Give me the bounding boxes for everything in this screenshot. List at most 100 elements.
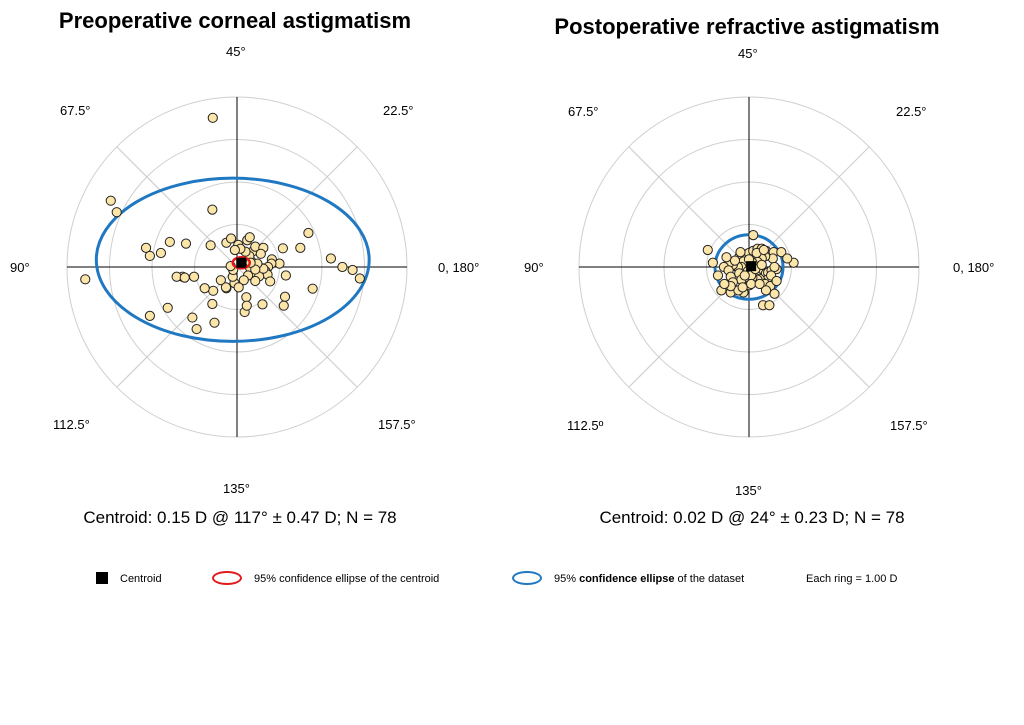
chart-title-preoperative: Preoperative corneal astigmatism — [58, 8, 412, 33]
data-point — [782, 253, 793, 264]
angle-label-45: 45° — [738, 46, 758, 61]
legend-item-dataset-ellipse: 95% confidence ellipse of the dataset — [512, 570, 744, 588]
data-point — [241, 300, 252, 311]
data-point — [769, 288, 780, 299]
data-point — [764, 300, 775, 311]
data-point — [257, 299, 268, 310]
centroid-square-icon — [96, 572, 108, 584]
data-point — [215, 275, 226, 286]
data-point — [756, 259, 767, 270]
data-point — [199, 283, 210, 294]
legend: Centroid 95% confidence ellipse of the c… — [0, 570, 1024, 590]
data-point — [265, 276, 276, 287]
data-point — [771, 275, 782, 287]
angle-label-157-5: 157.5° — [378, 417, 416, 432]
angle-label-67-5: 67.5° — [568, 104, 599, 119]
data-point — [188, 271, 200, 282]
data-point — [354, 273, 365, 284]
angle-label-90: 90° — [10, 260, 30, 275]
polar-plot-postoperative — [578, 96, 920, 438]
data-point — [207, 298, 218, 310]
centroid-marker — [746, 261, 757, 272]
centroid-marker — [236, 257, 247, 268]
legend-label-dataset-ellipse-pre: 95% — [554, 573, 577, 585]
data-point — [244, 232, 255, 243]
angle-label-112-5: 112.5° — [53, 417, 90, 432]
data-point — [207, 112, 218, 123]
data-point — [187, 312, 198, 323]
data-point — [209, 317, 220, 328]
data-point — [144, 250, 155, 262]
data-point — [162, 302, 173, 313]
data-point — [719, 278, 730, 290]
polar-plot-preoperative — [66, 96, 408, 438]
legend-item-centroid-ellipse: 95% confidence ellipse of the centroid — [212, 570, 439, 588]
angle-label-112-5: 112.5º — [567, 418, 604, 433]
data-point — [208, 285, 219, 296]
data-point — [735, 247, 746, 258]
data-point — [758, 244, 769, 256]
data-point — [111, 207, 122, 218]
data-point — [155, 247, 167, 259]
data-point — [238, 275, 249, 286]
angle-label-45: 45° — [226, 44, 246, 59]
data-point — [295, 242, 306, 253]
data-point — [105, 195, 116, 206]
angle-label-0-180: 0, 180° — [438, 260, 480, 275]
data-point — [739, 270, 750, 281]
data-point — [277, 243, 288, 254]
data-point — [205, 240, 216, 251]
data-point — [255, 248, 266, 259]
data-point — [233, 282, 244, 293]
legend-label-centroid-ellipse: 95% confidence ellipse of the centroid — [254, 573, 440, 585]
legend-label-dataset-ellipse-post: of the dataset — [677, 573, 745, 585]
angle-label-135: 135° — [223, 481, 250, 496]
angle-label-22-5: 22.5° — [383, 103, 414, 118]
data-point — [80, 274, 91, 285]
data-point — [721, 252, 732, 263]
chart-preoperative: Preoperative corneal astigmatism 45° 22.… — [0, 0, 479, 540]
data-point — [702, 244, 713, 256]
angle-label-0-180: 0, 180° — [953, 260, 995, 275]
data-point — [279, 291, 291, 302]
data-point — [280, 270, 291, 281]
angle-label-22-5: 22.5° — [896, 104, 927, 119]
legend-label-dataset-ellipse-bold: confidence ellipse — [579, 573, 675, 585]
data-point — [144, 310, 155, 321]
chart-title-postoperative: Postoperative refractive astigmatism — [554, 14, 940, 39]
data-point — [760, 285, 772, 296]
angle-label-157-5: 157.5° — [890, 418, 928, 433]
data-point — [180, 238, 192, 249]
angle-label-67-5: 67.5° — [60, 103, 91, 118]
legend-ring-note: Each ring = 1.00 D — [806, 573, 898, 585]
data-point — [729, 255, 741, 266]
data-point — [737, 282, 748, 293]
angle-label-90: 90° — [524, 260, 544, 275]
data-point — [250, 275, 261, 287]
centroid-confidence-ellipse — [231, 255, 251, 270]
data-point — [769, 261, 780, 273]
data-point — [754, 278, 765, 290]
data-point — [347, 264, 358, 276]
angle-label-135: 135° — [735, 483, 762, 498]
red-ellipse-icon — [212, 571, 242, 585]
data-point — [278, 300, 289, 311]
data-point — [140, 242, 152, 253]
data-point — [303, 227, 314, 239]
blue-ellipse-icon — [512, 571, 542, 585]
data-point — [712, 270, 724, 281]
data-point — [220, 282, 232, 293]
data-point — [179, 272, 190, 283]
legend-item-centroid: Centroid — [96, 570, 162, 588]
data-point — [325, 253, 337, 264]
centroid-caption-postoperative: Centroid: 0.02 D @ 24° ± 0.23 D; N = 78 — [599, 508, 905, 527]
data-point — [776, 247, 787, 258]
data-point — [164, 236, 175, 248]
data-point — [337, 261, 348, 273]
chart-postoperative: Postoperative refractive astigmatism 45°… — [512, 0, 994, 540]
dataset-confidence-ellipse — [94, 176, 371, 343]
legend-label-centroid: Centroid — [120, 573, 162, 585]
data-point — [207, 204, 218, 215]
data-point — [746, 278, 757, 290]
data-point — [229, 244, 240, 256]
